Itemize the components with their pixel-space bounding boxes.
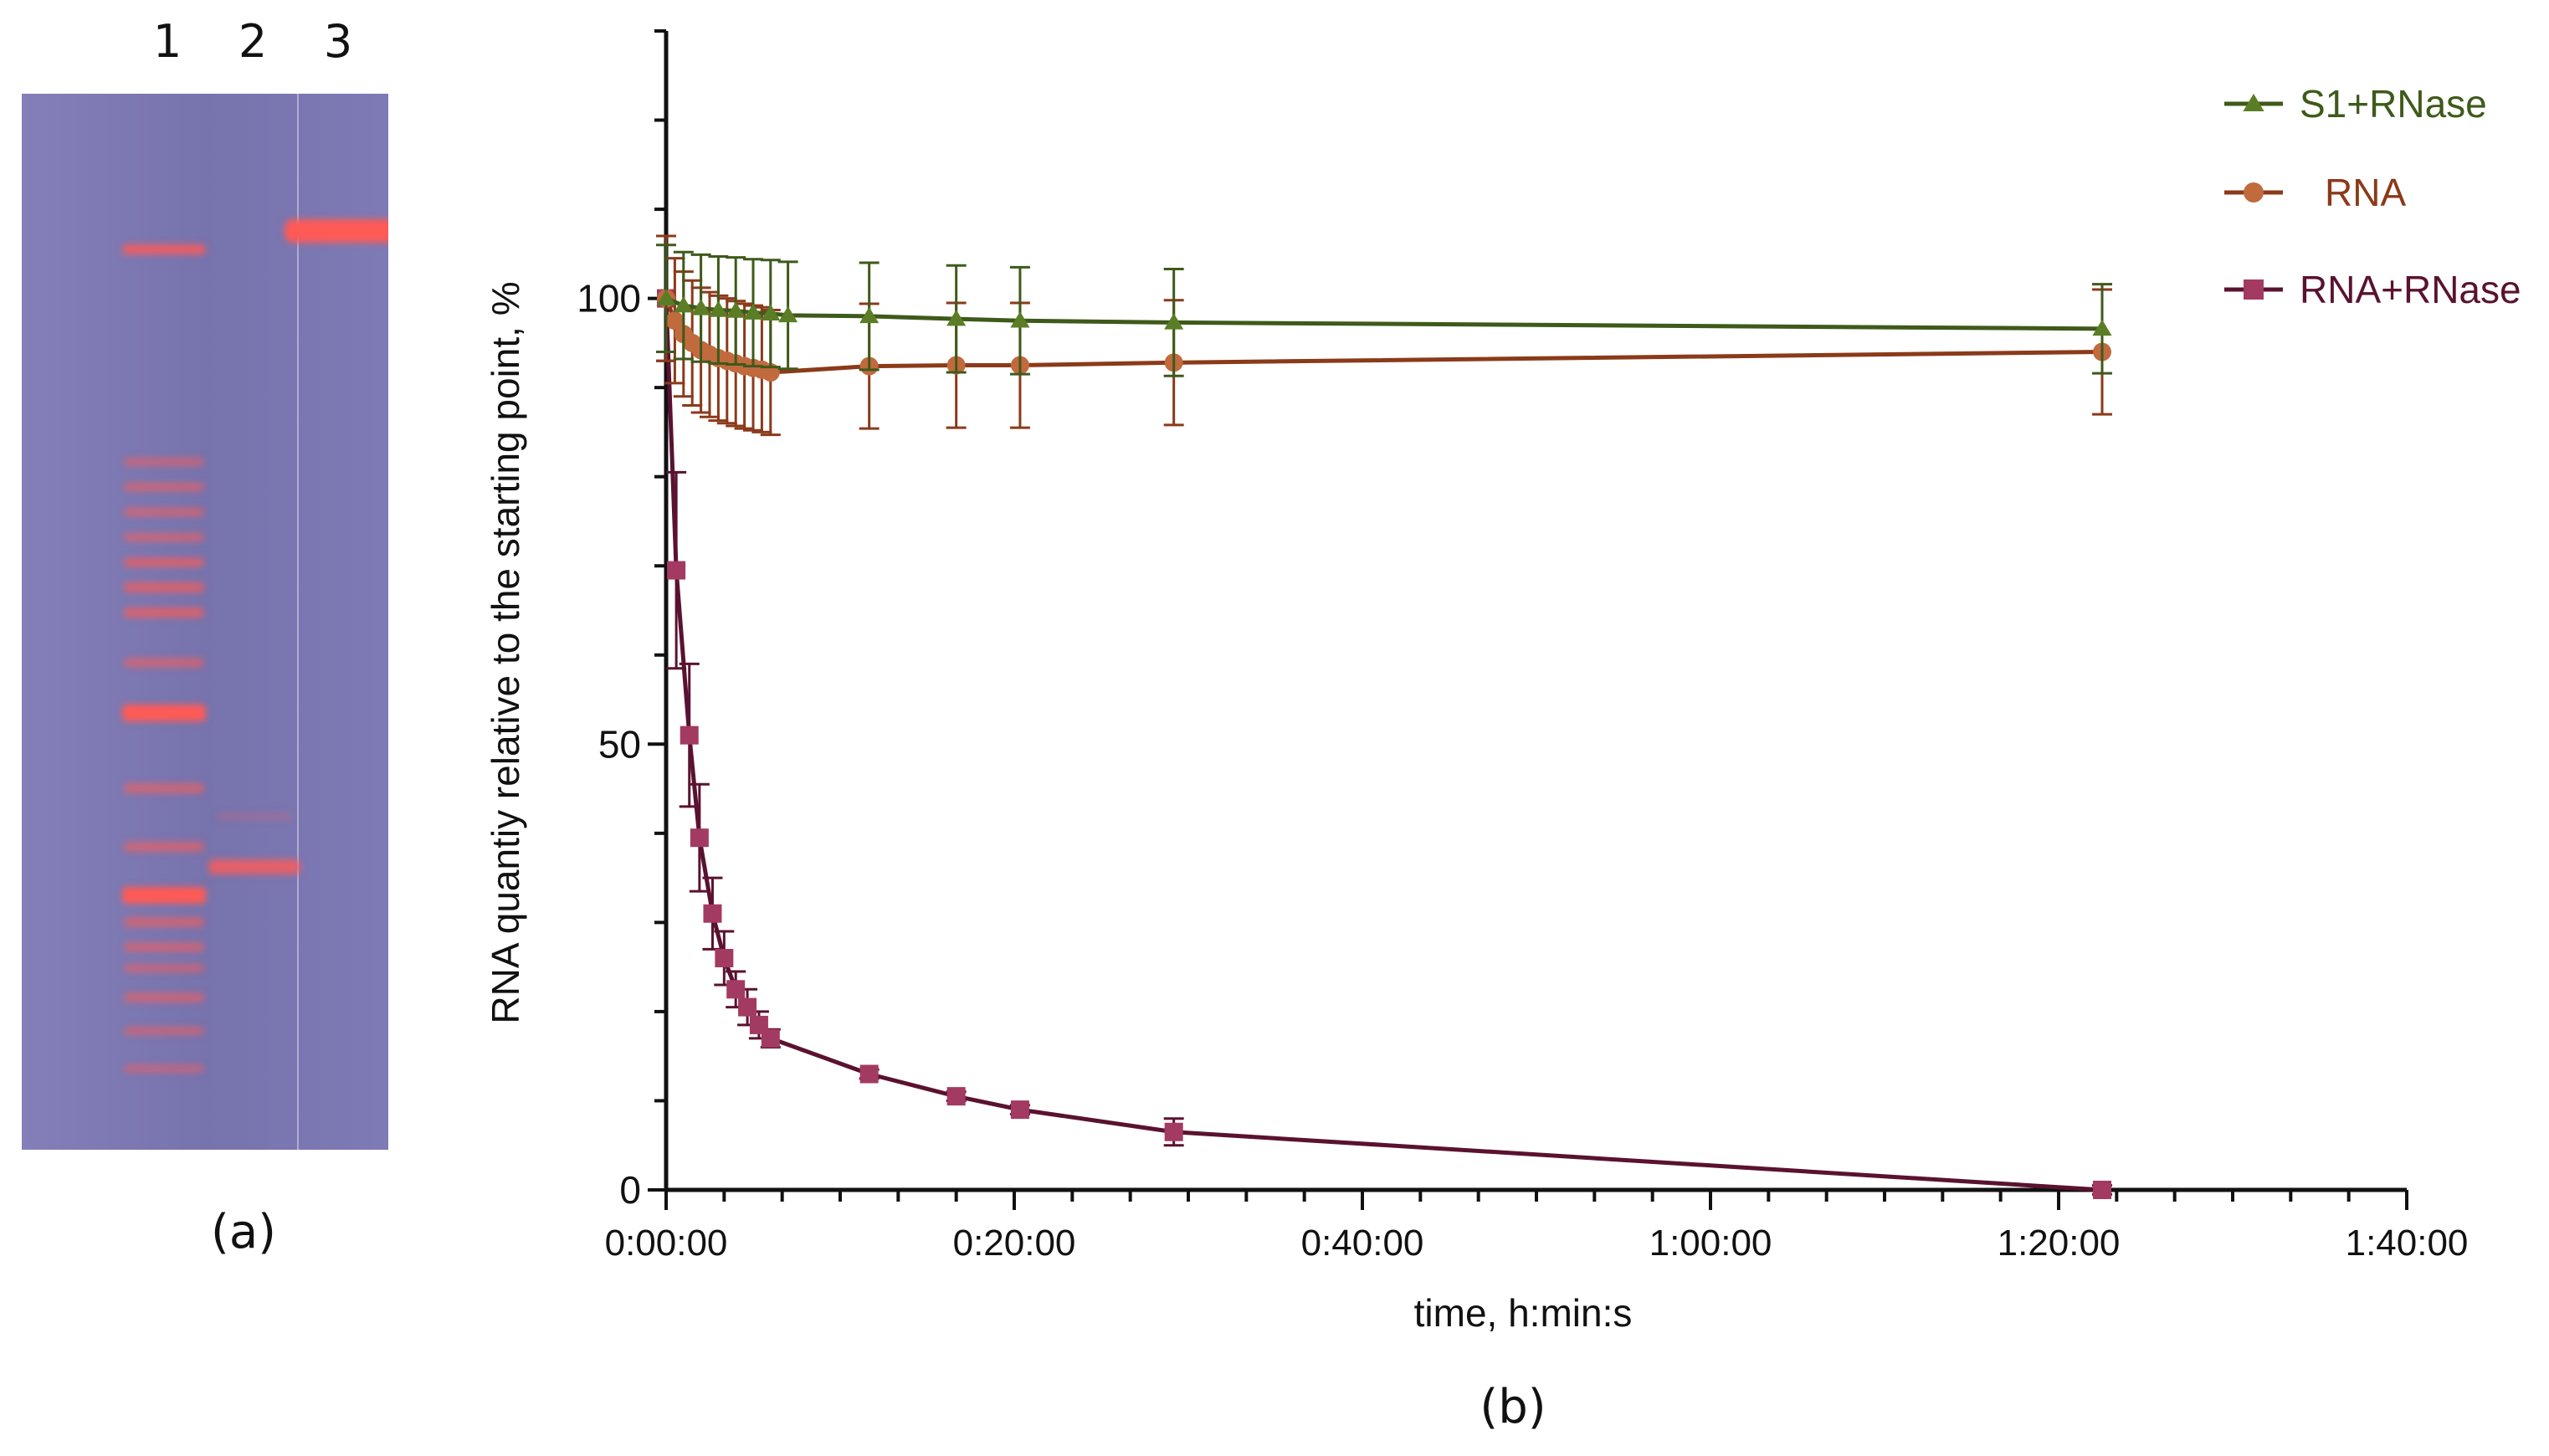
ladder-band [124,582,204,592]
data-point-triangle [946,310,967,326]
faint-band-lane-2 [217,813,292,820]
data-point-circle [2244,182,2264,203]
data-point-square [946,1087,966,1106]
data-point-square [667,561,686,580]
ladder-band [124,964,204,972]
legend-entry: S1+RNase [2224,82,2487,126]
data-point-triangle [1010,311,1030,328]
x-tick-label: 1:40:00 [2346,1223,2469,1264]
ladder-band [124,483,204,491]
data-point-circle [665,311,685,331]
data-point-triangle [778,305,798,323]
panel-label-b: (b) [1480,1380,1546,1434]
data-point-square [703,904,722,923]
ladder-band [124,508,204,516]
data-point-triangle [691,299,711,315]
x-axis-label: time, h:min:s [1414,1291,1633,1335]
ladder-band [124,658,204,668]
chart-panel: 0 50 100 0:00:00 0:20:00 0:40:00 1:00:00 1:20:0… [469,0,2549,1452]
series-line [665,296,2103,331]
series-2 [656,234,2112,1199]
legend-label: RNA [2325,171,2406,214]
ladder-band [124,992,204,1002]
data-point-square [2244,279,2264,300]
data-point-triangle [656,289,676,305]
lane-label-3: 3 [323,15,353,68]
data-point-square [726,980,746,999]
sample-band-lane-3 [285,219,388,243]
data-point-square [2093,1181,2111,1199]
data-point-triangle [859,306,880,324]
legend-label: RNA+RNase [2300,268,2521,311]
data-point-square [680,725,699,745]
ladder-band [124,557,204,567]
series-1 [656,234,2112,437]
data-point-triangle [674,296,694,313]
ladder-band [124,1027,204,1035]
data-point-triangle [726,301,746,318]
data-point-square [1164,1122,1183,1141]
data-point-triangle [743,303,763,320]
sample-band-lane-2 [208,859,300,874]
data-point-triangle [1164,313,1184,330]
legend-entry: RNA [2224,171,2406,214]
ladder-band [124,533,204,541]
x-tick-label: 0:40:00 [1301,1223,1424,1264]
data-point-square [715,949,734,967]
lane-label-1: 1 [152,15,182,68]
legend-entry: RNA+RNase [2224,268,2521,311]
line-chart: 0 50 100 0:00:00 0:20:00 0:40:00 1:00:00 1:20:0… [484,29,2521,1434]
ladder-band [124,458,204,466]
ladder-band [124,942,204,952]
data-point-triangle [708,300,728,317]
ladder-band [124,917,204,927]
x-tick-label: 1:20:00 [1998,1223,2121,1264]
x-tick-label: 1:00:00 [1649,1223,1772,1264]
chart-legend: S1+RNase RNA RNA+RNase [2224,82,2521,311]
gel-image [22,94,388,1150]
gel-panel: 1 2 3 (a) [0,0,418,1452]
data-point-triangle [761,304,781,320]
series-line [664,297,2103,375]
legend-label: S1+RNase [2300,82,2487,126]
y-tick-label: 100 [577,277,641,320]
chart-series [656,234,2112,1199]
ladder-band [122,244,206,254]
ladder-band [122,705,206,721]
y-tick-label: 0 [619,1168,641,1212]
gel-background [22,94,388,1150]
x-tick-label: 0:20:00 [953,1223,1076,1264]
ladder-band [124,783,204,793]
lane-label-2: 2 [238,15,268,68]
y-tick-label: 50 [598,722,641,766]
ladder-band [124,1064,204,1073]
data-point-square [859,1064,879,1084]
ladder-band [124,842,204,852]
data-point-square [1010,1100,1029,1120]
ladder-band [122,887,206,904]
gel-bands [122,219,388,1073]
ladder-band [124,608,204,618]
series-line [664,298,2103,1192]
data-point-square [738,997,757,1017]
x-tick-label: 0:00:00 [605,1223,728,1264]
data-point-square [690,828,709,848]
data-point-square [761,1028,780,1048]
chart-axes: 0 50 100 0:00:00 0:20:00 0:40:00 1:00:00 1:20:0… [577,29,2469,1264]
y-axis-label: RNA quantiy relative to the starting poi… [484,281,527,1023]
panel-label-a: (a) [211,1205,277,1259]
series-0 [656,244,2112,377]
data-point-triangle [2243,94,2264,111]
data-point-triangle [2092,319,2112,336]
